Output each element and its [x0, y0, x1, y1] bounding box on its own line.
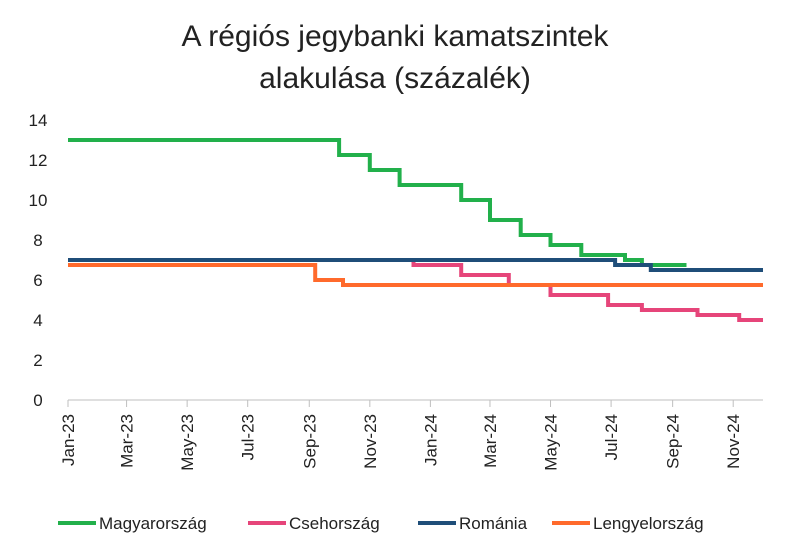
y-tick-label: 14 — [29, 111, 48, 130]
x-tick-label: Nov-23 — [361, 414, 380, 469]
x-tick-label: Sep-23 — [300, 414, 319, 469]
x-tick-label: Jul-24 — [602, 414, 621, 460]
y-tick-label: 4 — [33, 311, 42, 330]
legend-label: Románia — [459, 514, 528, 533]
y-tick-label: 2 — [33, 351, 42, 370]
legend-label: Csehország — [289, 514, 380, 533]
x-tick-label: Nov-24 — [724, 414, 743, 469]
x-tick-label: Jul-23 — [239, 414, 258, 460]
series-line — [68, 263, 763, 287]
x-tick-label: Mar-24 — [481, 414, 500, 468]
x-tick-label: May-23 — [178, 414, 197, 471]
y-tick-label: 6 — [33, 271, 42, 290]
y-tick-label: 12 — [29, 151, 48, 170]
y-tick-label: 0 — [33, 391, 42, 410]
chart-title-line-2: alakulása (százalék) — [259, 62, 531, 95]
x-tick-label: May-24 — [542, 414, 561, 471]
series-line — [68, 138, 687, 267]
plot-area — [68, 138, 763, 322]
x-tick-label: Jan-24 — [421, 414, 440, 466]
chart-title-line-1: A régiós jegybanki kamatszintek — [182, 20, 610, 53]
x-tick-label: Sep-24 — [664, 414, 683, 469]
legend-label: Lengyelország — [593, 514, 704, 533]
y-axis: 0 2 4 6 8 10 12 14 — [29, 111, 48, 410]
x-axis: Jan-23 Mar-23 May-23 Jul-23 Sep-23 Nov-23 Jan-… — [59, 399, 763, 471]
x-tick-label: Jan-23 — [59, 414, 78, 466]
x-tick-label: Mar-23 — [118, 414, 137, 468]
legend-label: Magyarország — [99, 514, 207, 533]
series-line — [68, 258, 763, 272]
legend: Magyarország Csehország Románia Lengyelorsz… — [58, 514, 704, 533]
y-tick-label: 10 — [29, 191, 48, 210]
y-tick-label: 8 — [33, 231, 42, 250]
series-line — [68, 258, 763, 322]
